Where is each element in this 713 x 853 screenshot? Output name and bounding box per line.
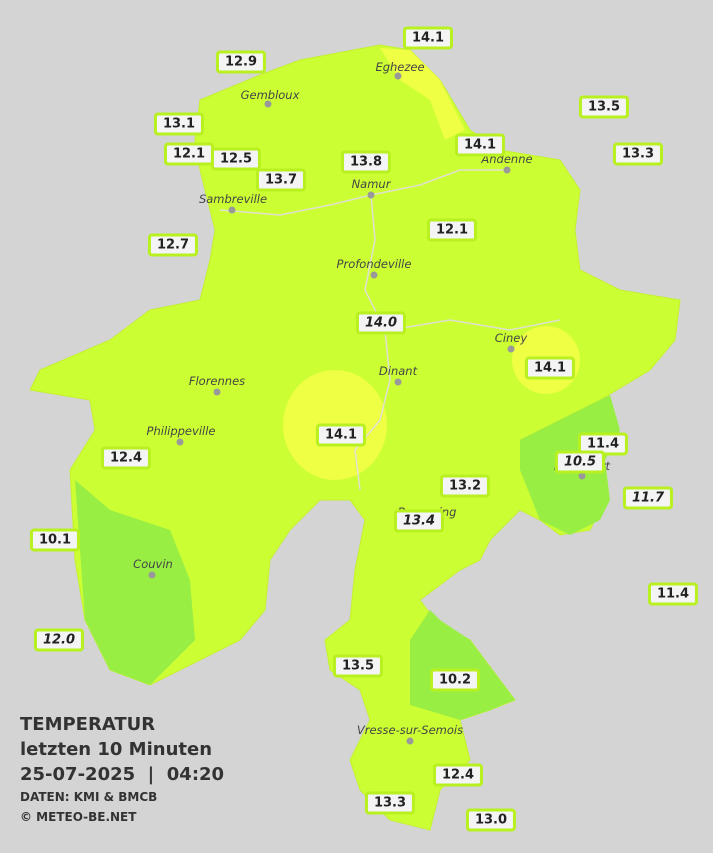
cool-zone — [410, 610, 515, 720]
cool-zone — [75, 480, 195, 685]
legend-period: letzten 10 Minuten — [20, 739, 213, 760]
temperature-reading: 12.1 — [426, 218, 478, 242]
legend-source: DATEN: KMI & BMCB — [20, 790, 158, 804]
temperature-reading: 12.4 — [100, 446, 152, 470]
city-label: Florennes — [188, 374, 246, 388]
city-label: Vresse-sur-Semois — [356, 723, 464, 737]
temperature-reading: 13.3 — [364, 791, 416, 815]
city-dot — [370, 271, 378, 279]
temperature-reading: 13.7 — [255, 168, 307, 192]
city-dot — [213, 388, 221, 396]
city-dot — [264, 100, 272, 108]
city-dot — [148, 571, 156, 579]
temperature-reading: 13.5 — [332, 654, 384, 678]
temperature-reading: 13.1 — [153, 112, 205, 136]
temperature-reading: 14.1 — [315, 423, 367, 447]
temperature-reading: 13.8 — [340, 150, 392, 174]
city-dot — [367, 191, 375, 199]
temperature-reading: 10.2 — [429, 668, 481, 692]
city-dot — [503, 166, 511, 174]
city-label: Sambreville — [198, 192, 268, 206]
temperature-reading: 11.4 — [577, 432, 629, 456]
temperature-reading: 14.1 — [524, 356, 576, 380]
temperature-reading: 10.5 — [554, 450, 606, 474]
city-label: Gembloux — [240, 88, 300, 102]
temperature-reading: 13.3 — [612, 142, 664, 166]
legend-title: TEMPERATUR — [20, 714, 156, 735]
temperature-reading: 14.1 — [402, 26, 454, 50]
legend-copyright: © METEO-BE.NET — [20, 810, 137, 824]
temperature-reading: 12.4 — [432, 763, 484, 787]
city-dot — [394, 72, 402, 80]
temperature-reading: 12.1 — [163, 142, 215, 166]
temperature-reading: 12.5 — [210, 147, 262, 171]
temperature-reading: 14.1 — [454, 133, 506, 157]
legend: TEMPERATUR letzten 10 Minuten 25-07-2025… — [20, 712, 224, 827]
city-dot — [228, 206, 236, 214]
temperature-reading: 11.4 — [647, 582, 699, 606]
temperature-reading: 13.0 — [465, 808, 517, 832]
city-label: Namur — [351, 177, 391, 191]
city-dot — [394, 378, 402, 386]
city-label: Couvin — [133, 557, 173, 571]
city-label: Dinant — [378, 364, 418, 378]
city-label: Ciney — [494, 331, 528, 345]
temperature-reading: 12.0 — [33, 628, 85, 652]
legend-datetime: 25-07-2025 | 04:20 — [20, 764, 225, 785]
temperature-reading: 14.0 — [355, 311, 407, 335]
city-label: Eghezee — [375, 60, 425, 74]
temperature-reading: 13.4 — [393, 509, 445, 533]
temperature-reading: 11.7 — [622, 486, 674, 510]
city-dot — [507, 345, 515, 353]
city-dot — [578, 472, 586, 480]
city-label: Philippeville — [146, 424, 216, 438]
city-label: Profondeville — [336, 257, 412, 271]
temperature-reading: 13.5 — [578, 95, 630, 119]
warm-zone — [380, 48, 465, 140]
temperature-reading: 12.9 — [215, 50, 267, 74]
temperature-reading: 12.7 — [147, 233, 199, 257]
temperature-reading: 10.1 — [29, 528, 81, 552]
temperature-reading: 13.2 — [439, 474, 491, 498]
city-dot — [176, 438, 184, 446]
city-dot — [406, 737, 414, 745]
